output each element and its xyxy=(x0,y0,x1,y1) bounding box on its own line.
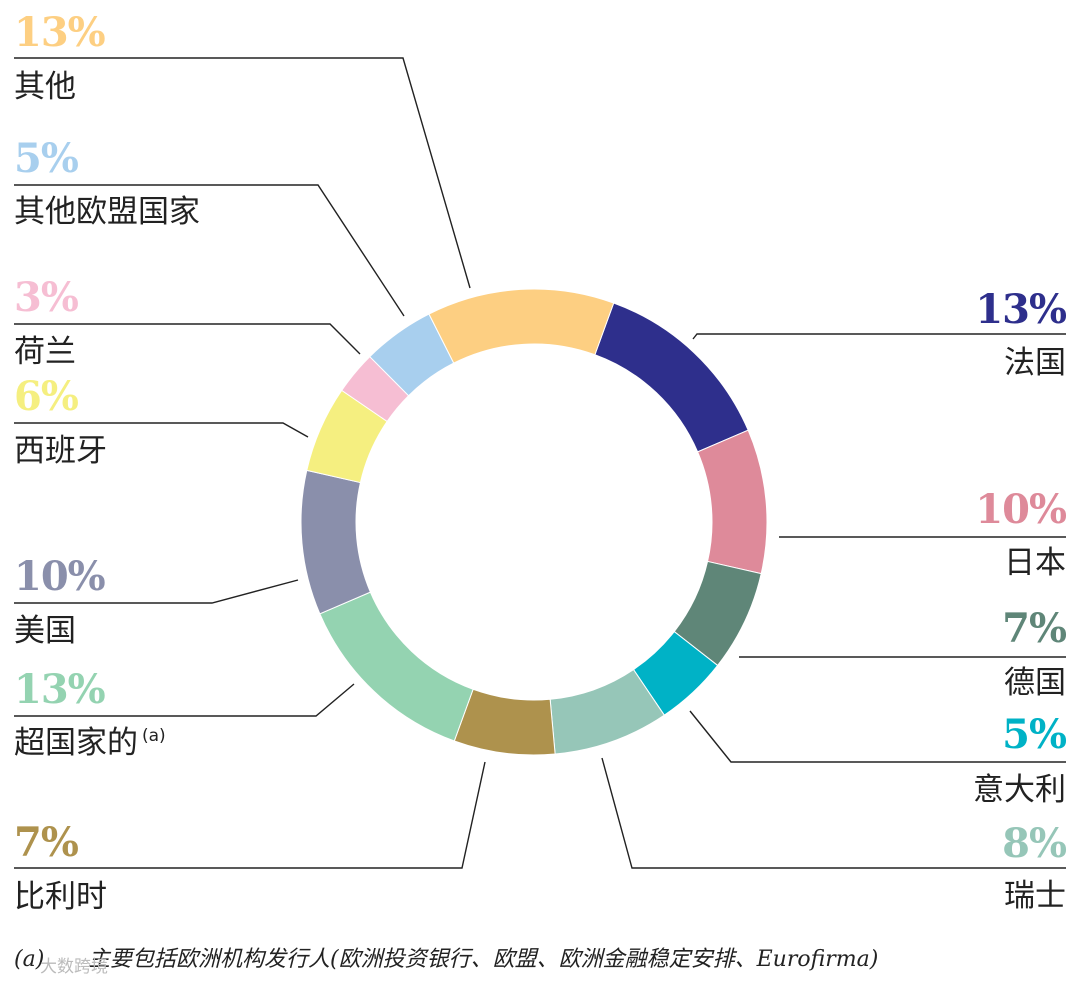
category-label-美国: 美国 xyxy=(14,613,76,649)
leader-line-超国家的 xyxy=(14,683,355,717)
percent-label-其他: 13% xyxy=(14,9,106,56)
footnote-text: 主要包括欧洲机构发行人(欧洲投资银行、欧盟、欧洲金融稳定安排、Eurofirma… xyxy=(88,947,878,972)
leader-line-意大利 xyxy=(689,710,1066,763)
donut-ring xyxy=(300,288,768,756)
leader-lines xyxy=(14,57,1066,869)
leader-line-西班牙 xyxy=(14,422,309,438)
category-label-荷兰: 荷兰 xyxy=(14,334,76,370)
percent-label-瑞士: 8% xyxy=(1002,820,1067,867)
percent-label-德国: 7% xyxy=(1002,605,1067,652)
slice-美国 xyxy=(300,469,372,615)
percent-label-日本: 10% xyxy=(975,486,1067,533)
category-label-意大利: 意大利 xyxy=(973,772,1066,808)
percent-label-超国家的: 13% xyxy=(14,666,106,713)
category-label-超国家的: 超国家的 xyxy=(14,725,138,761)
leader-line-瑞士 xyxy=(601,757,1066,869)
percent-label-法国: 13% xyxy=(975,286,1067,333)
category-label-比利时: 比利时 xyxy=(14,879,107,915)
slice-labels: 13% 法国 10% 日本 7% 德国 5% 意大利 8% 瑞士 7% 比利时 13% 超国家的 (a) 10… xyxy=(14,9,1068,915)
footnote-ref: (a) xyxy=(142,726,166,746)
leader-line-比利时 xyxy=(14,761,486,869)
category-label-日本: 日本 xyxy=(1004,545,1066,581)
slice-法国 xyxy=(594,302,749,453)
category-label-瑞士: 瑞士 xyxy=(1004,878,1066,914)
category-label-西班牙: 西班牙 xyxy=(14,433,107,469)
category-label-其他欧盟国家: 其他欧盟国家 xyxy=(14,194,200,230)
leader-line-法国 xyxy=(692,333,1066,340)
percent-label-荷兰: 3% xyxy=(14,274,79,321)
slice-日本 xyxy=(696,429,768,575)
category-label-法国: 法国 xyxy=(1004,345,1066,381)
percent-label-其他欧盟国家: 5% xyxy=(14,135,79,182)
percent-label-比利时: 7% xyxy=(14,819,79,866)
watermark: 大数跨境 xyxy=(40,957,108,977)
leader-line-美国 xyxy=(14,579,299,604)
leader-line-其他 xyxy=(14,57,471,289)
percent-label-美国: 10% xyxy=(14,553,106,600)
percent-label-西班牙: 6% xyxy=(14,373,79,420)
percent-label-意大利: 5% xyxy=(1002,711,1067,758)
slice-超国家的 xyxy=(319,591,474,742)
leader-line-荷兰 xyxy=(14,323,361,355)
slice-其他 xyxy=(428,288,615,364)
leader-line-其他欧盟国家 xyxy=(14,184,405,317)
category-label-德国: 德国 xyxy=(1004,665,1066,701)
category-label-其他: 其他 xyxy=(14,69,76,105)
footnote-marker: (a) xyxy=(14,947,44,972)
